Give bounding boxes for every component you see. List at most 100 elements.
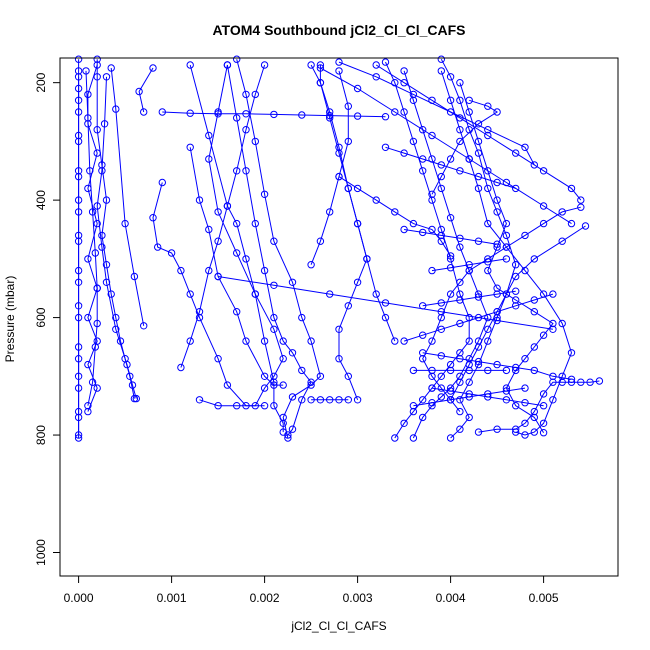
- data-point: [419, 126, 427, 134]
- data-point: [167, 249, 176, 257]
- data-point: [100, 120, 109, 128]
- data-point: [428, 337, 436, 345]
- data-point: [149, 214, 157, 222]
- data-point: [279, 381, 287, 389]
- data-point: [502, 396, 511, 404]
- data-point: [493, 178, 501, 187]
- data-point: [82, 67, 90, 75]
- data-point: [595, 377, 604, 385]
- data-point: [512, 428, 520, 436]
- x-tick-label: 0.002: [250, 591, 280, 605]
- data-point: [549, 319, 557, 328]
- data-point: [251, 137, 260, 146]
- series-line: [320, 67, 572, 225]
- data-point: [260, 266, 269, 275]
- x-axis-label: jCl2_Cl_Cl_CAFS: [290, 619, 386, 633]
- data-point: [344, 137, 352, 146]
- series-20: [381, 58, 473, 442]
- data-point: [428, 190, 436, 199]
- data-point: [539, 202, 548, 210]
- data-point: [456, 296, 464, 304]
- data-point: [577, 196, 585, 204]
- data-point: [84, 255, 92, 263]
- data-point: [539, 167, 548, 175]
- data-point: [74, 355, 83, 363]
- data-point: [223, 61, 232, 69]
- series-27: [456, 79, 557, 437]
- data-point: [391, 108, 399, 116]
- data-point: [493, 196, 501, 204]
- data-point: [474, 293, 483, 301]
- data-point: [493, 360, 501, 369]
- data-point: [353, 184, 362, 193]
- series-42: [419, 287, 520, 310]
- data-point: [279, 355, 287, 363]
- data-point: [326, 208, 334, 216]
- data-point: [335, 143, 343, 152]
- data-point: [474, 428, 483, 436]
- data-point: [493, 316, 501, 325]
- data-point: [530, 407, 538, 416]
- data-point: [298, 111, 306, 119]
- data-point: [502, 219, 511, 228]
- data-point: [419, 302, 427, 310]
- data-point: [214, 355, 222, 363]
- data-point: [484, 167, 492, 175]
- data-point: [465, 390, 473, 398]
- data-point: [419, 396, 427, 404]
- data-point: [186, 143, 194, 152]
- data-point: [549, 325, 557, 333]
- data-point: [409, 90, 418, 99]
- data-point: [409, 366, 418, 375]
- data-point: [512, 296, 520, 304]
- data-point: [270, 110, 278, 119]
- data-point: [502, 255, 511, 263]
- data-point: [326, 111, 334, 120]
- data-point: [465, 378, 473, 386]
- data-point: [484, 131, 492, 140]
- data-point: [446, 264, 455, 272]
- data-point: [456, 126, 464, 134]
- data-point: [465, 96, 473, 105]
- data-point: [549, 372, 557, 380]
- data-point: [91, 343, 100, 351]
- data-point: [74, 278, 83, 286]
- data-point: [128, 381, 137, 389]
- data-point: [372, 196, 380, 204]
- data-point: [121, 219, 129, 228]
- data-point: [419, 331, 427, 339]
- data-point: [102, 261, 111, 269]
- data-point: [493, 208, 501, 216]
- data-point: [132, 394, 141, 403]
- data-point: [112, 325, 120, 333]
- data-point: [233, 249, 241, 257]
- data-point: [409, 219, 418, 228]
- data-point: [242, 90, 250, 99]
- data-point: [251, 90, 260, 99]
- data-point: [437, 67, 445, 75]
- data-point: [530, 366, 538, 375]
- series-line: [226, 64, 312, 436]
- data-point: [456, 407, 464, 416]
- data-point: [98, 167, 106, 175]
- data-point: [372, 61, 380, 69]
- data-point: [437, 231, 445, 240]
- data-point: [372, 73, 380, 81]
- data-point: [437, 161, 445, 169]
- data-point: [521, 419, 529, 427]
- data-point: [307, 337, 315, 345]
- data-point: [363, 255, 371, 263]
- data-point: [74, 67, 83, 75]
- data-point: [205, 131, 213, 140]
- data-point: [270, 402, 278, 410]
- data-point: [419, 228, 427, 237]
- data-point: [149, 64, 157, 72]
- data-point: [446, 73, 455, 81]
- data-point: [335, 149, 343, 157]
- data-point: [521, 231, 529, 240]
- data-point: [521, 143, 529, 152]
- series-18: [307, 61, 399, 345]
- data-point: [391, 208, 399, 216]
- data-point: [437, 55, 445, 63]
